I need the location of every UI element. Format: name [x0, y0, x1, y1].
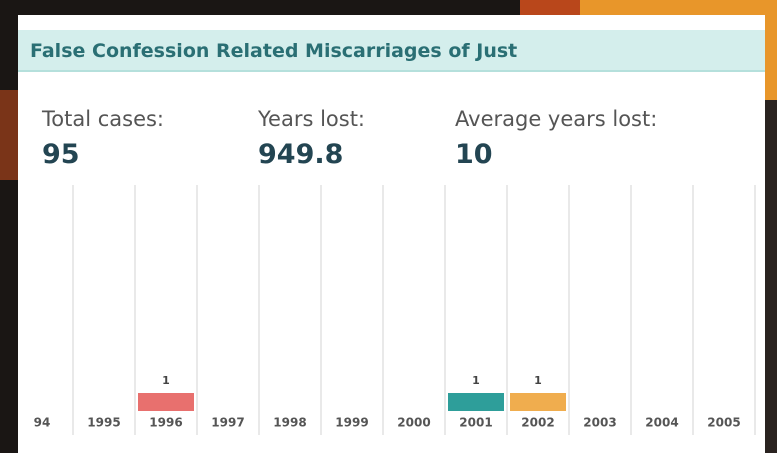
x-tick-label: 2004: [645, 416, 678, 430]
x-tick-label: 2005: [707, 416, 740, 430]
stat-value: 95: [42, 139, 80, 170]
x-tick-label: 1995: [87, 416, 120, 430]
widget-title: False Confession Related Miscarriages of…: [18, 30, 765, 72]
x-tick-label: 2001: [459, 416, 492, 430]
stat: Average years lost: 10: [455, 107, 657, 170]
x-tick-label: 2002: [521, 416, 554, 430]
x-tick-label: 1999: [335, 416, 368, 430]
value-label: 1: [472, 374, 480, 387]
stat-label: Total cases:: [42, 107, 165, 131]
value-label: 1: [162, 374, 170, 387]
stat-label: Average years lost:: [455, 107, 658, 131]
chart: 94 1995 1996 1 1997 1998 1999 2000 2001 1 2002 1 200…: [34, 185, 756, 435]
stat-value: 949.8: [258, 139, 344, 170]
x-tick-label: 1998: [273, 416, 306, 430]
widget: False Confession Related Miscarriages of…: [18, 15, 765, 453]
x-tick-label: 1997: [211, 416, 244, 430]
x-tick-label: 94: [34, 416, 51, 430]
x-tick-label: 2003: [583, 416, 616, 430]
stat: Total cases: 95: [42, 107, 164, 170]
x-tick-label: 2000: [397, 416, 430, 430]
value-label: 1: [534, 374, 542, 387]
stat: Years lost: 949.8: [258, 107, 365, 170]
bar: [510, 393, 566, 411]
stat-value: 10: [455, 139, 493, 170]
bar: [448, 393, 504, 411]
x-tick-label: 1996: [149, 416, 182, 430]
stat-label: Years lost:: [258, 107, 366, 131]
bar: [138, 393, 194, 411]
